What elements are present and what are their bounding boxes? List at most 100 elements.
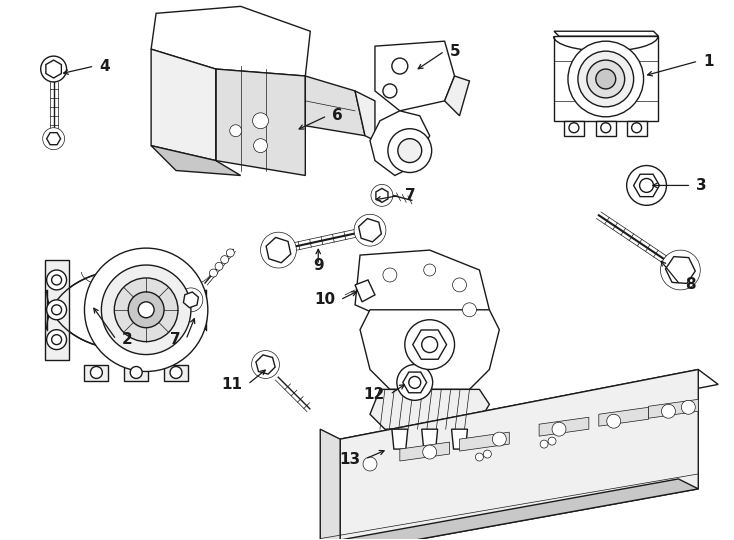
Text: 11: 11 — [222, 377, 243, 392]
Circle shape — [383, 84, 397, 98]
Text: 7: 7 — [405, 188, 415, 203]
Circle shape — [661, 250, 700, 290]
Polygon shape — [376, 188, 388, 202]
Polygon shape — [539, 417, 589, 436]
Circle shape — [221, 255, 229, 264]
Polygon shape — [649, 400, 698, 419]
Polygon shape — [124, 364, 148, 381]
Polygon shape — [422, 429, 437, 449]
Circle shape — [453, 278, 467, 292]
Circle shape — [601, 123, 611, 133]
Text: 9: 9 — [313, 258, 324, 273]
Text: 10: 10 — [314, 292, 335, 307]
Circle shape — [569, 123, 579, 133]
Polygon shape — [554, 31, 658, 36]
Circle shape — [363, 457, 377, 471]
Circle shape — [226, 249, 234, 257]
Polygon shape — [216, 69, 305, 176]
Text: 4: 4 — [99, 58, 110, 73]
Circle shape — [423, 445, 437, 459]
Polygon shape — [633, 174, 659, 197]
Circle shape — [424, 264, 436, 276]
Polygon shape — [46, 60, 62, 78]
Circle shape — [40, 56, 67, 82]
Circle shape — [215, 262, 223, 271]
Text: 5: 5 — [449, 44, 460, 59]
Circle shape — [548, 437, 556, 445]
Circle shape — [409, 376, 421, 388]
Circle shape — [383, 268, 397, 282]
Circle shape — [397, 364, 432, 400]
Text: 1: 1 — [703, 53, 713, 69]
Circle shape — [587, 60, 625, 98]
Circle shape — [596, 69, 616, 89]
Polygon shape — [554, 36, 658, 121]
Circle shape — [607, 414, 621, 428]
Polygon shape — [256, 355, 275, 374]
Circle shape — [51, 275, 62, 285]
Polygon shape — [84, 364, 109, 381]
Circle shape — [47, 300, 67, 320]
Circle shape — [179, 288, 203, 312]
Polygon shape — [266, 238, 291, 263]
Circle shape — [101, 265, 191, 355]
Polygon shape — [151, 6, 310, 76]
Polygon shape — [451, 429, 468, 449]
Polygon shape — [47, 270, 206, 349]
Circle shape — [493, 432, 506, 446]
Circle shape — [568, 41, 644, 117]
Circle shape — [47, 330, 67, 349]
Polygon shape — [666, 256, 695, 284]
Polygon shape — [340, 369, 718, 454]
Text: 7: 7 — [170, 332, 181, 347]
Circle shape — [261, 232, 297, 268]
Polygon shape — [320, 429, 340, 540]
Polygon shape — [445, 76, 470, 116]
Circle shape — [170, 367, 182, 379]
Text: 8: 8 — [686, 278, 696, 293]
Polygon shape — [355, 91, 375, 140]
Circle shape — [476, 453, 484, 461]
Polygon shape — [340, 369, 698, 540]
Circle shape — [578, 51, 633, 107]
Circle shape — [230, 125, 241, 137]
Polygon shape — [370, 389, 490, 429]
Circle shape — [681, 400, 695, 414]
Polygon shape — [355, 250, 490, 325]
Text: 12: 12 — [363, 387, 385, 402]
Circle shape — [43, 128, 65, 150]
Polygon shape — [47, 133, 61, 145]
Polygon shape — [151, 49, 216, 160]
Text: 3: 3 — [697, 178, 707, 193]
Circle shape — [138, 302, 154, 318]
Polygon shape — [164, 364, 188, 381]
Polygon shape — [413, 330, 446, 359]
Polygon shape — [359, 219, 382, 242]
Circle shape — [540, 440, 548, 448]
Circle shape — [51, 305, 62, 315]
Circle shape — [354, 214, 386, 246]
Polygon shape — [360, 310, 499, 389]
Polygon shape — [599, 407, 649, 426]
Circle shape — [639, 179, 653, 192]
Polygon shape — [305, 76, 365, 136]
Polygon shape — [403, 372, 426, 393]
Circle shape — [371, 185, 393, 206]
Polygon shape — [627, 121, 647, 136]
Circle shape — [632, 123, 642, 133]
Polygon shape — [370, 111, 429, 176]
Polygon shape — [400, 442, 449, 461]
Polygon shape — [375, 41, 454, 111]
Polygon shape — [459, 432, 509, 451]
Circle shape — [661, 404, 675, 418]
Circle shape — [252, 350, 280, 379]
Circle shape — [627, 166, 666, 205]
Polygon shape — [184, 292, 198, 308]
Polygon shape — [564, 121, 584, 136]
Text: 2: 2 — [121, 332, 132, 347]
Polygon shape — [320, 479, 698, 540]
Circle shape — [388, 129, 432, 172]
Circle shape — [422, 336, 437, 353]
Circle shape — [462, 303, 476, 317]
Circle shape — [252, 113, 269, 129]
